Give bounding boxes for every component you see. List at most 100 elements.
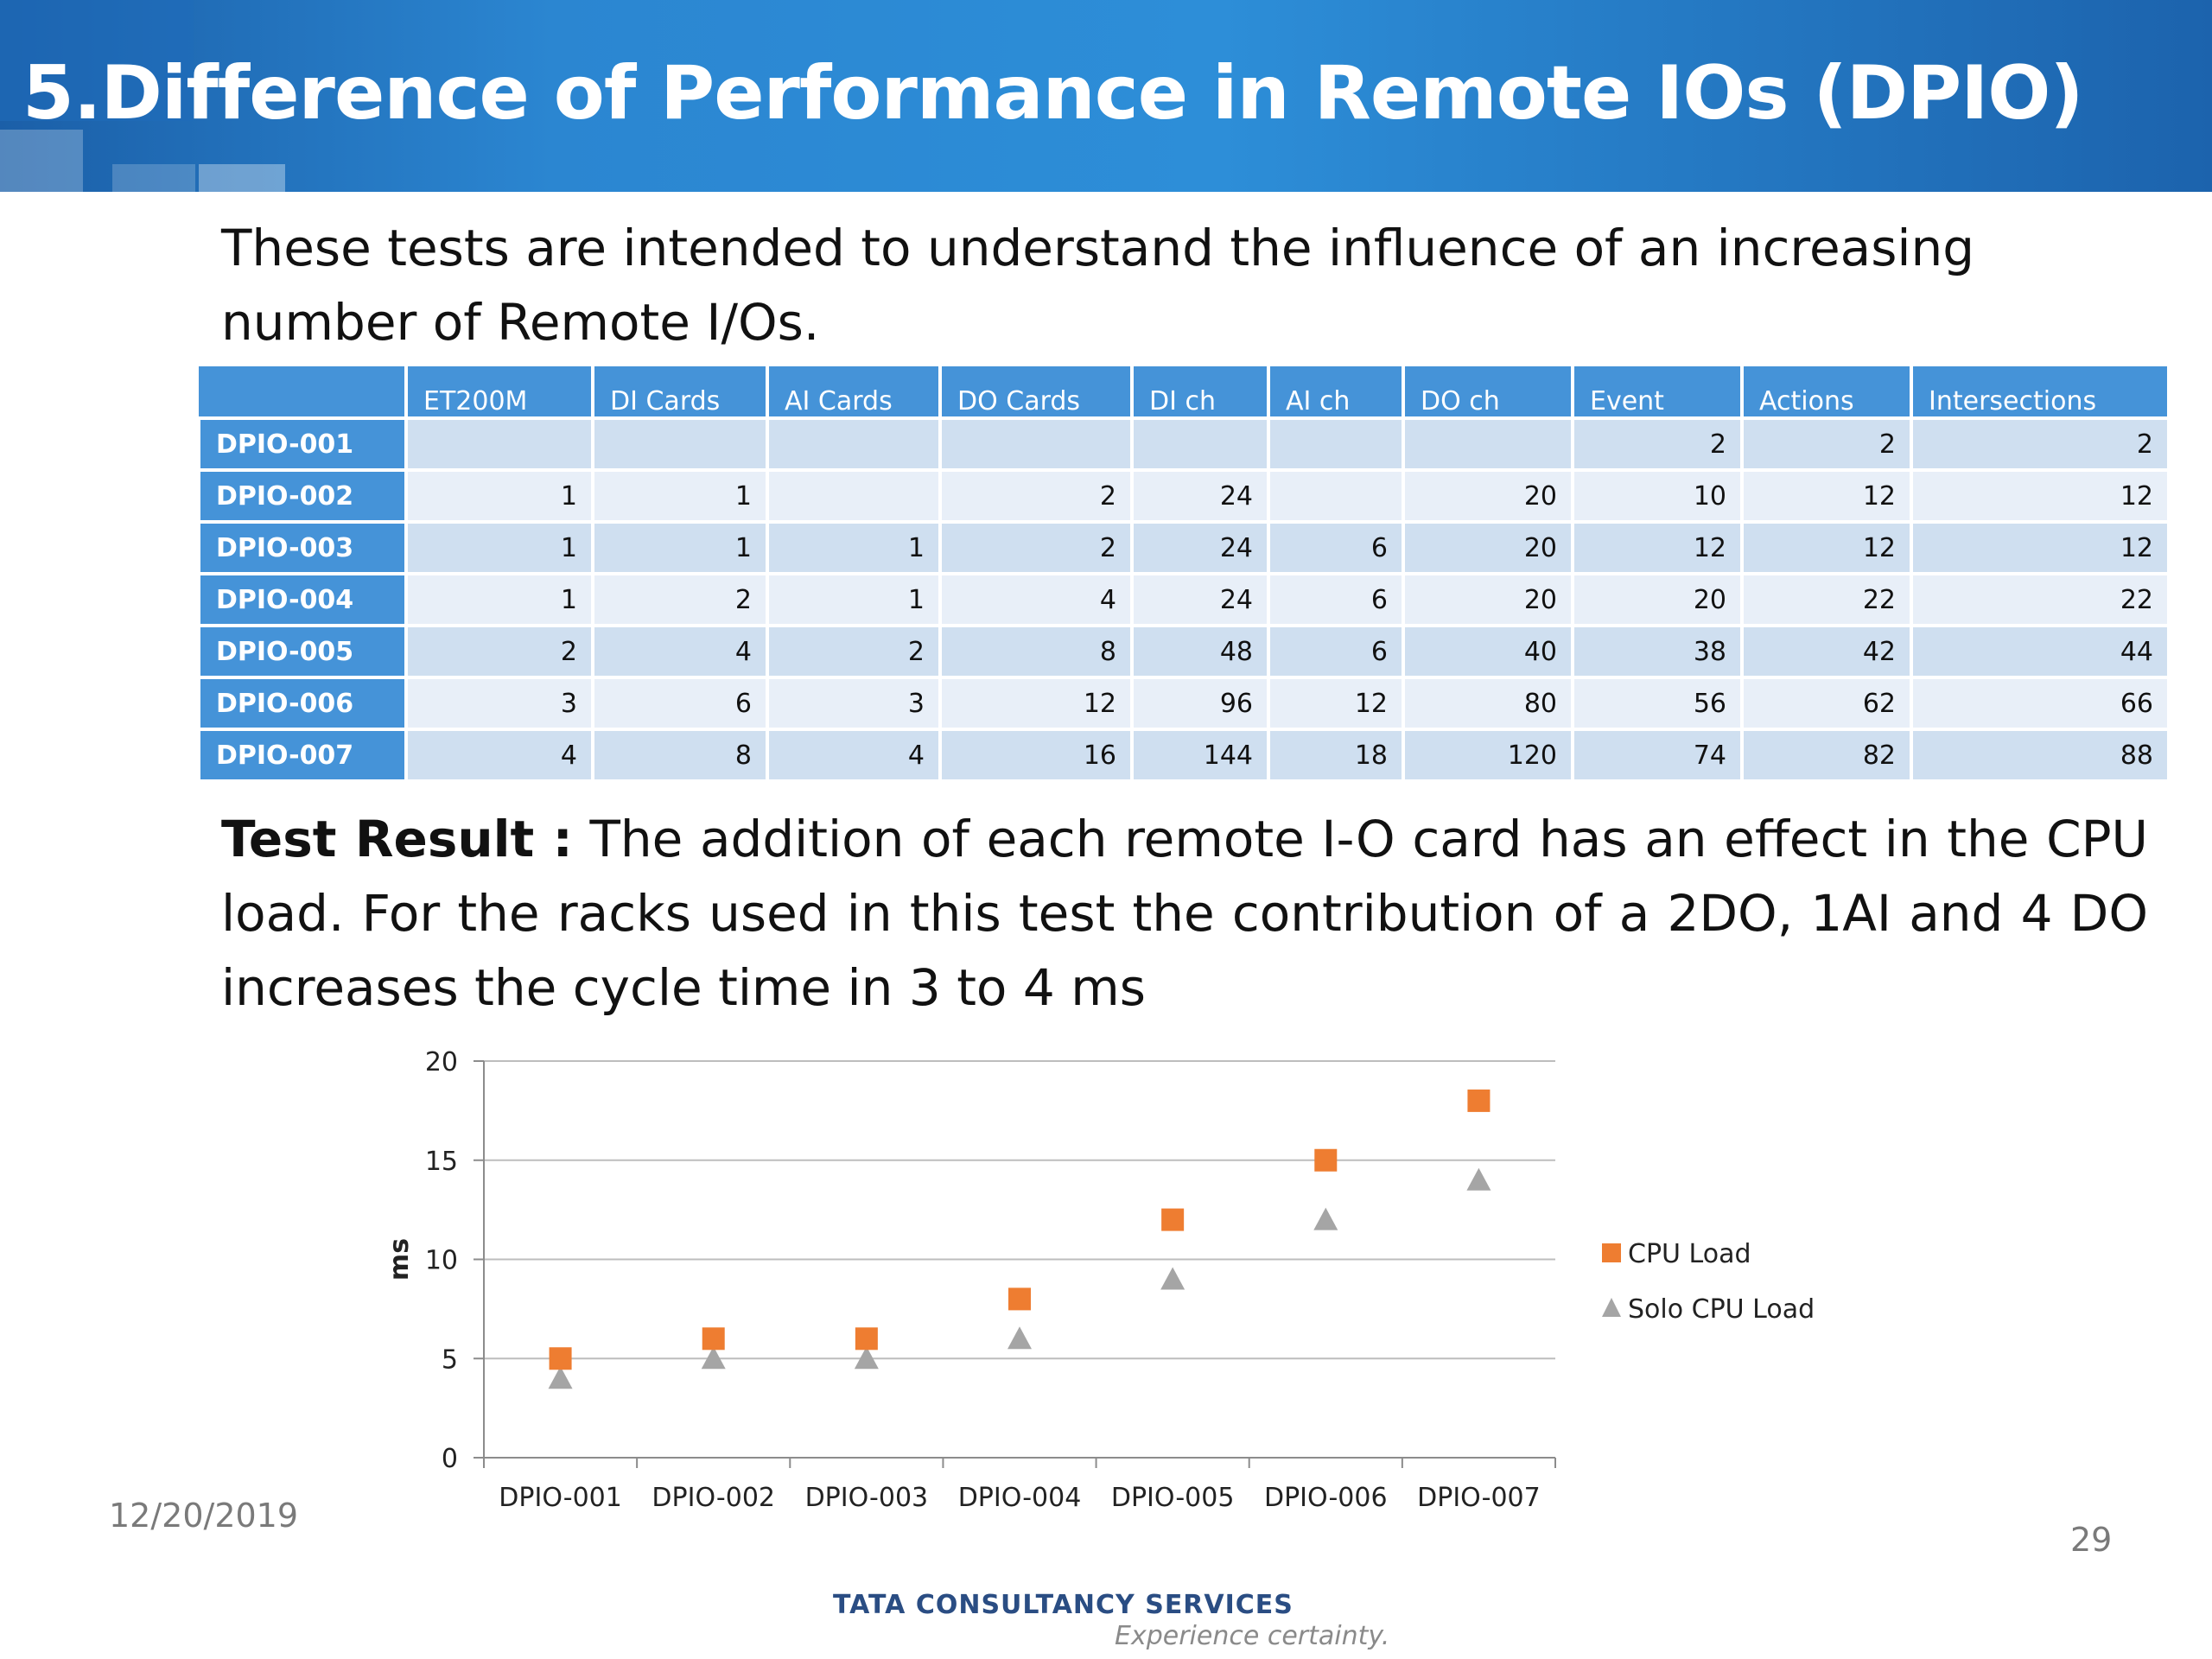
table-corner-cell	[199, 366, 408, 418]
y-tick-label: 0	[442, 1444, 458, 1474]
legend-label: CPU Load	[1628, 1239, 1751, 1269]
x-tick-label: DPIO-007	[1417, 1483, 1541, 1513]
table-cell: 2	[1571, 416, 1744, 472]
column-header: Actions	[1742, 366, 1913, 418]
table-cell: 1	[766, 520, 942, 575]
x-tick-label: DPIO-002	[652, 1483, 775, 1513]
table-cell: 22	[1740, 572, 1913, 627]
table-cell: 1	[591, 520, 769, 575]
row-header: DPIO-006	[197, 676, 408, 731]
solo-cpu-load-point	[1466, 1167, 1491, 1191]
cpu-load-point	[1467, 1089, 1491, 1112]
table-cell: 20	[1402, 468, 1574, 524]
table-cell: 3	[404, 676, 594, 731]
x-tick-label: DPIO-001	[499, 1483, 622, 1513]
row-header: DPIO-005	[197, 624, 408, 679]
table-cell	[591, 416, 769, 472]
table-row: DPIO-006 3 6 3 12 96 12 80 56 62 66	[197, 676, 2171, 731]
company-logo: TATA CONSULTANCY SERVICES	[833, 1590, 1294, 1620]
row-header: DPIO-004	[197, 572, 408, 627]
header-decoration	[112, 164, 195, 192]
chart-legend: CPU Load Solo CPU Load	[1602, 1239, 1815, 1325]
row-header: DPIO-002	[197, 468, 408, 524]
cpu-load-point	[1314, 1148, 1338, 1172]
table-row: DPIO-002 1 1 2 24 20 10 12 12	[197, 468, 2171, 524]
table-header-row: ET200M DI Cards AI Cards DO Cards DI ch AI ch…	[199, 366, 2171, 418]
legend-cpu-load-marker	[1602, 1243, 1621, 1262]
legend-label: Solo CPU Load	[1628, 1294, 1815, 1325]
y-tick-label: 10	[425, 1246, 458, 1276]
table-cell: 2	[766, 624, 942, 679]
table-cell: 4	[404, 728, 594, 783]
table-cell: 88	[1910, 728, 2171, 783]
table-cell: 62	[1740, 676, 1913, 731]
slide-date: 12/20/2019	[109, 1497, 299, 1535]
table-cell: 4	[591, 624, 769, 679]
x-tick-label: DPIO-005	[1111, 1483, 1235, 1513]
header-decoration	[199, 164, 285, 192]
table-cell: 6	[1267, 520, 1405, 575]
solo-cpu-load-point	[854, 1346, 879, 1370]
table-cell: 96	[1130, 676, 1270, 731]
table-cell: 6	[1267, 624, 1405, 679]
x-tick-label: DPIO-004	[958, 1483, 1082, 1513]
y-tick-label: 20	[425, 1047, 458, 1077]
table-cell: 144	[1130, 728, 1270, 783]
table-cell: 2	[1910, 416, 2171, 472]
table-cell	[766, 416, 942, 472]
table-cell: 1	[404, 520, 594, 575]
table-cell: 20	[1571, 572, 1744, 627]
table-cell: 1	[766, 572, 942, 627]
table-cell: 40	[1402, 624, 1574, 679]
table-cell: 42	[1740, 624, 1913, 679]
column-header: DO Cards	[940, 366, 1134, 418]
table-cell	[1402, 416, 1574, 472]
table-cell: 74	[1571, 728, 1744, 783]
row-header: DPIO-003	[197, 520, 408, 575]
chart-marks	[548, 1089, 1491, 1389]
table-cell: 2	[938, 520, 1134, 575]
table-cell: 24	[1130, 572, 1270, 627]
remote-io-table: ET200M DI Cards AI Cards DO Cards DI ch AI ch…	[197, 366, 2171, 783]
table-cell: 3	[766, 676, 942, 731]
test-result-text: The addition of each remote I-O card has…	[221, 810, 2149, 1017]
y-tick-label: 15	[425, 1147, 458, 1177]
table-cell	[1267, 416, 1405, 472]
table-row: DPIO-004 1 2 1 4 24 6 20 20 22 22	[197, 572, 2171, 627]
test-result-label: Test Result :	[221, 810, 573, 868]
y-tick-label: 5	[442, 1344, 458, 1375]
table-cell: 1	[591, 468, 769, 524]
table-cell: 56	[1571, 676, 1744, 731]
table-cell	[938, 416, 1134, 472]
header-decoration	[0, 0, 194, 121]
cpu-load-point	[1008, 1287, 1031, 1311]
table-cell	[766, 468, 942, 524]
table-cell: 6	[1267, 572, 1405, 627]
table-cell: 2	[938, 468, 1134, 524]
test-result: Test Result : The addition of each remot…	[221, 802, 2148, 1025]
header-decoration	[0, 130, 83, 192]
table-cell: 2	[404, 624, 594, 679]
table-cell	[404, 416, 594, 472]
cpu-load-point	[1161, 1208, 1185, 1231]
table-cell: 20	[1402, 572, 1574, 627]
chart-axes: 0 5 10 15 20 DPIO-001 DPIO-002 DPIO-003 DPIO-004…	[385, 1047, 1556, 1513]
company-tagline: Experience certainty.	[1115, 1621, 1390, 1651]
table-cell: 12	[938, 676, 1134, 731]
legend-solo-cpu-load-marker	[1602, 1298, 1621, 1317]
column-header: AI ch	[1268, 366, 1405, 418]
slide-title: 5.Difference of Performance in Remote IO…	[22, 50, 2084, 137]
title-bar: 5.Difference of Performance in Remote IO…	[0, 0, 2212, 192]
cpu-load-point	[855, 1327, 878, 1351]
table-row: DPIO-003 1 1 1 2 24 6 20 12 12 12	[197, 520, 2171, 575]
column-header: Intersections	[1911, 366, 2171, 418]
table-cell: 18	[1267, 728, 1405, 783]
table-cell: 12	[1571, 520, 1744, 575]
page-number: 29	[2070, 1521, 2113, 1559]
table-row: DPIO-005 2 4 2 8 48 6 40 38 42 44	[197, 624, 2171, 679]
table-cell	[1267, 468, 1405, 524]
table-cell: 24	[1130, 468, 1270, 524]
table-cell: 1	[404, 468, 594, 524]
table-cell: 2	[1740, 416, 1913, 472]
table-cell: 48	[1130, 624, 1270, 679]
